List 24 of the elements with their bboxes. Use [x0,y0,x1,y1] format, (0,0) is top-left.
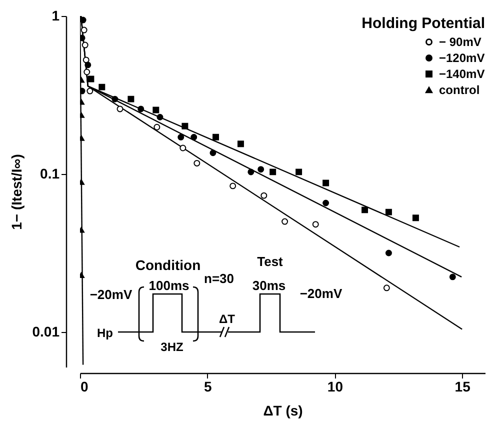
annotation: Hp [97,326,113,340]
x-tick-label: 5 [204,378,212,394]
x-tick-label: 0 [80,378,88,394]
annotation: −20mV [90,287,132,302]
x-axis-title: ΔT (s) [263,402,303,418]
annotation: −20mV [300,286,342,301]
legend-label: −140mV [439,67,485,81]
legend-label: control [439,83,480,97]
y-axis-title: 1− (Itest/I∞) [8,154,24,230]
annotation: 30ms [252,278,286,293]
annotation: n=30 [204,271,234,286]
annotation: Condition [135,257,201,273]
x-tick-label: 10 [327,378,344,394]
legend-label: − 90mV [439,35,482,49]
legend-label: −120mV [439,51,485,65]
annotation: ΔT [219,312,236,326]
annotation: Test [257,254,284,269]
y-tick-label: 1 [52,8,60,24]
annotation: 100ms [148,278,190,293]
legend-title: Holding Potential [362,15,485,32]
y-tick-label: 0.01 [32,323,60,340]
y-tick-label: 0.1 [40,165,60,182]
annotation: 3HZ [160,340,184,354]
x-tick-label: 15 [454,378,471,394]
